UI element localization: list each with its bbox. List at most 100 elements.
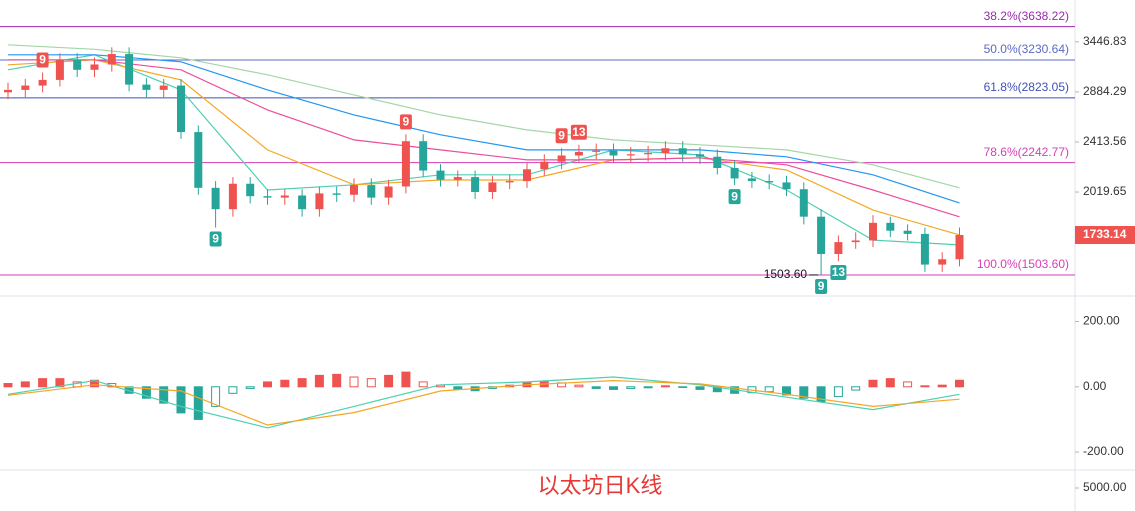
- td-marker: [209, 231, 222, 247]
- candle-body: [609, 150, 618, 156]
- y-tick-label: 200.00: [1083, 314, 1120, 328]
- candle-body: [350, 185, 358, 195]
- fib-label: 100.0%(1503.60): [977, 257, 1069, 271]
- candle-body: [125, 54, 134, 85]
- td-marker-label: 9: [39, 53, 46, 67]
- macd-line: [7, 379, 960, 426]
- candle-body: [851, 240, 860, 243]
- td-marker-label: 9: [818, 279, 825, 293]
- candle-body: [211, 187, 220, 210]
- y-tick-label: 3446.83: [1083, 34, 1127, 48]
- macd-bar: [55, 378, 65, 388]
- macd-bar: [159, 386, 169, 404]
- candle-body: [955, 235, 964, 260]
- moving-average: [7, 44, 960, 189]
- macd-bar: [678, 386, 688, 388]
- candle-body: [488, 182, 497, 192]
- candle-body: [505, 181, 514, 183]
- candle-body: [73, 59, 82, 70]
- macd-bar: [782, 386, 791, 396]
- macd-bar: [868, 379, 878, 388]
- macd-bar: [349, 376, 359, 388]
- candle-body: [696, 154, 704, 157]
- price-tag: [1075, 226, 1135, 245]
- candle-body: [678, 148, 687, 155]
- y-tick-label: 2884.29: [1083, 84, 1127, 98]
- candle-body: [194, 132, 203, 188]
- td-marker: [399, 114, 412, 130]
- candle-body: [799, 189, 808, 217]
- macd-bar: [211, 386, 221, 407]
- td-marker: [830, 265, 847, 281]
- candle-body: [747, 178, 756, 182]
- candle-body: [920, 233, 929, 265]
- macd-bar: [920, 385, 930, 388]
- fib-label: 38.2%(3638.22): [984, 9, 1069, 23]
- candle-body: [540, 161, 549, 170]
- fib-label: 50.0%(3230.64): [984, 42, 1069, 56]
- macd-bar: [366, 378, 376, 388]
- moving-average: [8, 54, 960, 204]
- price-tag-label: 1733.14: [1083, 227, 1127, 241]
- macd-bar: [885, 378, 895, 388]
- candle-body: [471, 177, 480, 192]
- macd-bar: [20, 381, 30, 388]
- candle-body: [298, 195, 307, 210]
- macd-bar: [643, 386, 653, 389]
- candle-body: [55, 59, 64, 80]
- candle-body: [869, 222, 877, 241]
- macd-bar: [660, 385, 670, 388]
- macd-bar: [626, 386, 636, 389]
- y-tick-label: 2019.65: [1083, 184, 1127, 198]
- candle-body: [436, 170, 445, 180]
- macd-bar: [193, 386, 203, 420]
- candle-body: [419, 141, 428, 171]
- macd-bar: [418, 381, 428, 388]
- macd-bar: [903, 381, 913, 388]
- candle-body: [592, 150, 601, 152]
- candle-body: [713, 156, 722, 168]
- candle-body: [661, 148, 670, 154]
- td-marker-label: 9: [731, 189, 738, 203]
- macd-bar: [297, 378, 307, 388]
- candle-body: [817, 216, 826, 254]
- macd-bar: [695, 386, 705, 390]
- td-marker-label: 13: [572, 125, 586, 139]
- macd-bar: [263, 381, 272, 388]
- macd-line: [7, 376, 960, 429]
- macd-bar: [176, 386, 186, 414]
- y-tick-label: 5000.00: [1083, 480, 1127, 494]
- candle-body: [626, 154, 635, 156]
- macd-bar: [3, 383, 13, 388]
- candle-body: [903, 230, 912, 234]
- candle-body: [557, 155, 566, 162]
- macd-bar: [141, 386, 151, 399]
- candle-body: [21, 85, 30, 90]
- macd-bar: [955, 379, 964, 388]
- macd-bar: [332, 373, 342, 388]
- macd-bar: [833, 386, 843, 398]
- candle-body: [159, 85, 168, 90]
- macd-bar: [384, 374, 394, 388]
- candle-body: [107, 54, 116, 65]
- y-tick-label: 2413.56: [1083, 134, 1127, 148]
- low-annotation: 1503.60: [764, 267, 808, 281]
- td-marker: [815, 278, 828, 294]
- candle-body: [332, 193, 341, 195]
- macd-bar: [937, 384, 947, 388]
- candle-body: [730, 167, 739, 179]
- td-marker: [36, 52, 49, 68]
- macd-bar: [245, 386, 255, 389]
- fib-label: 61.8%(2823.05): [984, 80, 1069, 94]
- macd-bar: [609, 386, 618, 390]
- macd-bar: [574, 384, 584, 388]
- candle-body: [38, 79, 47, 86]
- td-marker: [555, 128, 568, 144]
- moving-average: [7, 59, 960, 236]
- candle-body: [142, 84, 151, 90]
- candle-body: [246, 183, 255, 197]
- macd-bar: [228, 386, 238, 394]
- td-marker-label: 9: [558, 128, 565, 142]
- candle-body: [765, 181, 774, 183]
